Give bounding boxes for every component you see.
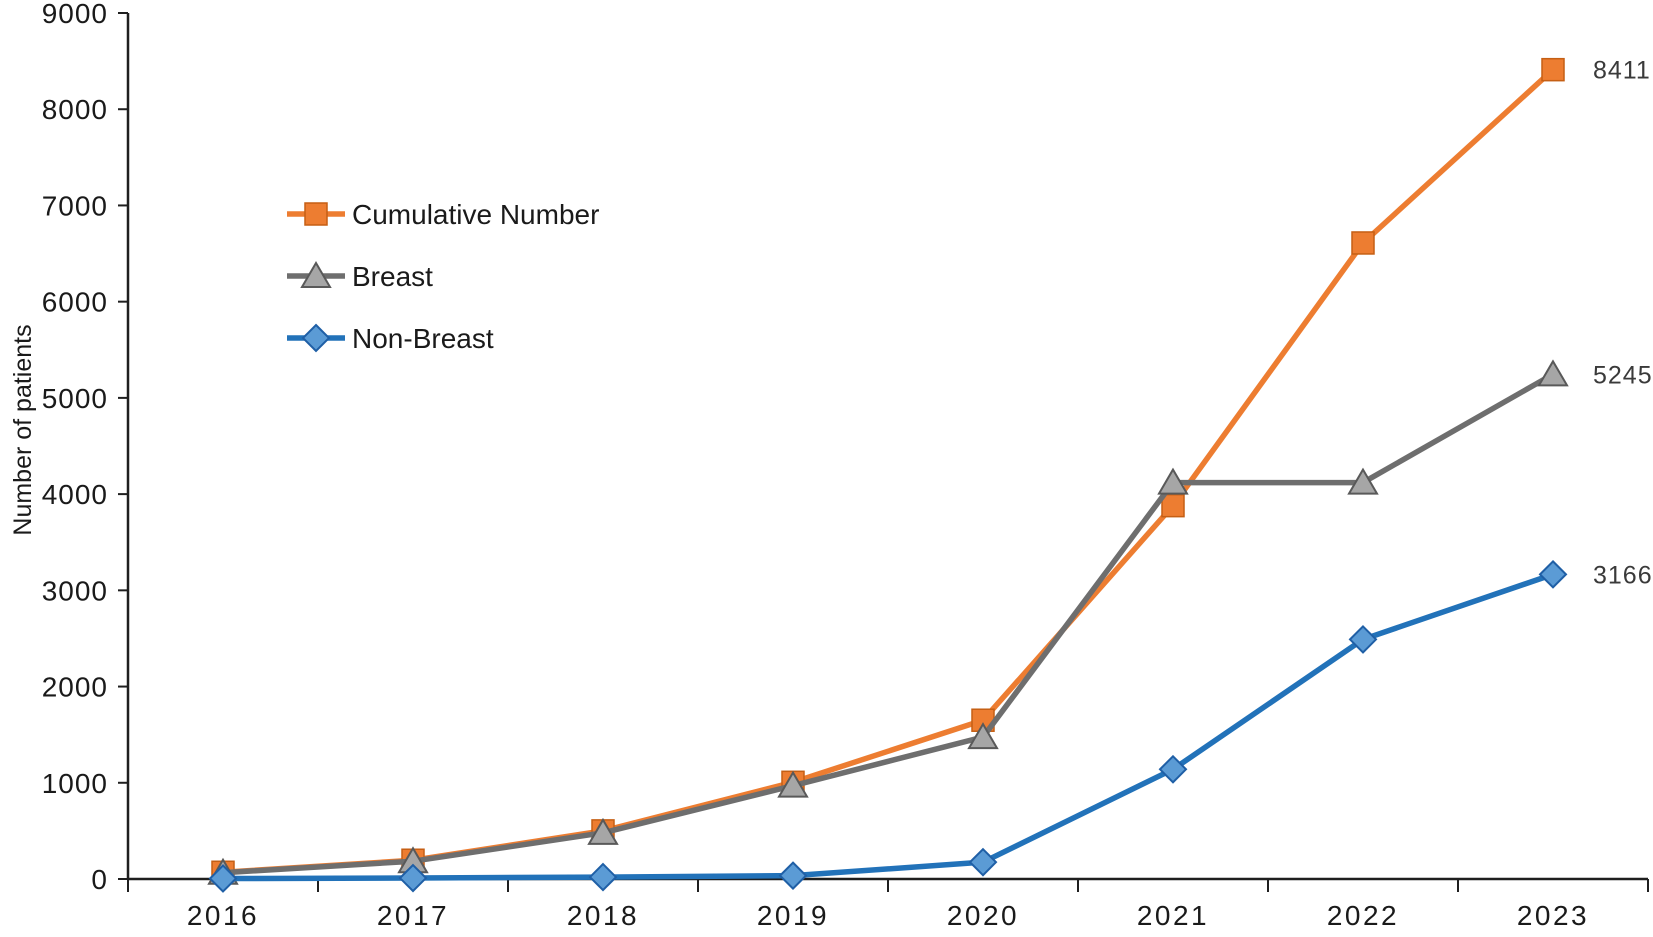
marker-non-breast — [968, 847, 998, 877]
marker-non-breast — [1158, 754, 1188, 784]
x-tick-label: 2020 — [947, 900, 1019, 931]
x-tick-label: 2018 — [567, 900, 639, 931]
x-tick-label: 2016 — [187, 900, 259, 931]
y-tick-label: 2000 — [42, 672, 108, 703]
legend-item-non-breast: Non-Breast — [287, 323, 494, 354]
y-tick-label: 7000 — [42, 190, 108, 221]
legend-marker — [304, 202, 328, 226]
legend-marker — [301, 323, 331, 353]
end-label-cumulative-number: 8411 — [1593, 57, 1651, 85]
x-tick-label: 2021 — [1137, 900, 1209, 931]
y-tick-label: 5000 — [42, 383, 108, 414]
marker-non-breast — [398, 863, 428, 893]
legend-item-breast: Breast — [287, 261, 433, 292]
marker-cumulative-number — [1161, 493, 1185, 518]
end-label-breast: 5245 — [1593, 361, 1653, 389]
marker-cumulative-number — [1351, 231, 1375, 255]
marker-breast — [967, 722, 999, 750]
y-tick-label: 9000 — [42, 0, 108, 29]
legend-item-cumulative-number: Cumulative Number — [287, 199, 599, 230]
y-tick-label: 4000 — [42, 479, 108, 510]
marker-breast — [1157, 467, 1189, 495]
marker-breast — [587, 817, 619, 845]
x-tick-label: 2019 — [757, 900, 829, 931]
x-tick-label: 2022 — [1327, 900, 1399, 931]
end-label-non-breast: 3166 — [1593, 561, 1653, 589]
y-axis-title: Number of patients — [9, 324, 37, 536]
legend-label: Cumulative Number — [352, 199, 599, 230]
marker-breast — [777, 770, 809, 798]
y-tick-label: 0 — [91, 864, 108, 895]
series-line-breast — [220, 371, 1556, 876]
series-line-cumulative-number — [220, 66, 1556, 876]
legend-label: Non-Breast — [352, 323, 494, 354]
marker-breast — [1537, 359, 1569, 387]
y-tick-label: 8000 — [42, 94, 108, 125]
x-tick-label: 2023 — [1517, 900, 1589, 931]
marker-cumulative-number — [1541, 57, 1565, 82]
y-tick-label: 6000 — [42, 287, 108, 318]
marker-non-breast — [588, 862, 618, 892]
marker-non-breast — [1538, 559, 1568, 589]
series-line-non-breast — [220, 571, 1556, 882]
y-tick-label: 1000 — [42, 768, 108, 799]
y-tick-label: 3000 — [42, 575, 108, 606]
marker-non-breast — [778, 861, 808, 891]
series-non-breast — [208, 559, 1568, 893]
x-tick-label: 2017 — [377, 900, 449, 931]
legend-marker — [300, 261, 332, 288]
marker-breast — [1347, 467, 1379, 495]
marker-non-breast — [1348, 624, 1378, 654]
marker-non-breast — [208, 864, 238, 893]
series-breast — [207, 359, 1569, 885]
legend-label: Breast — [352, 261, 433, 292]
